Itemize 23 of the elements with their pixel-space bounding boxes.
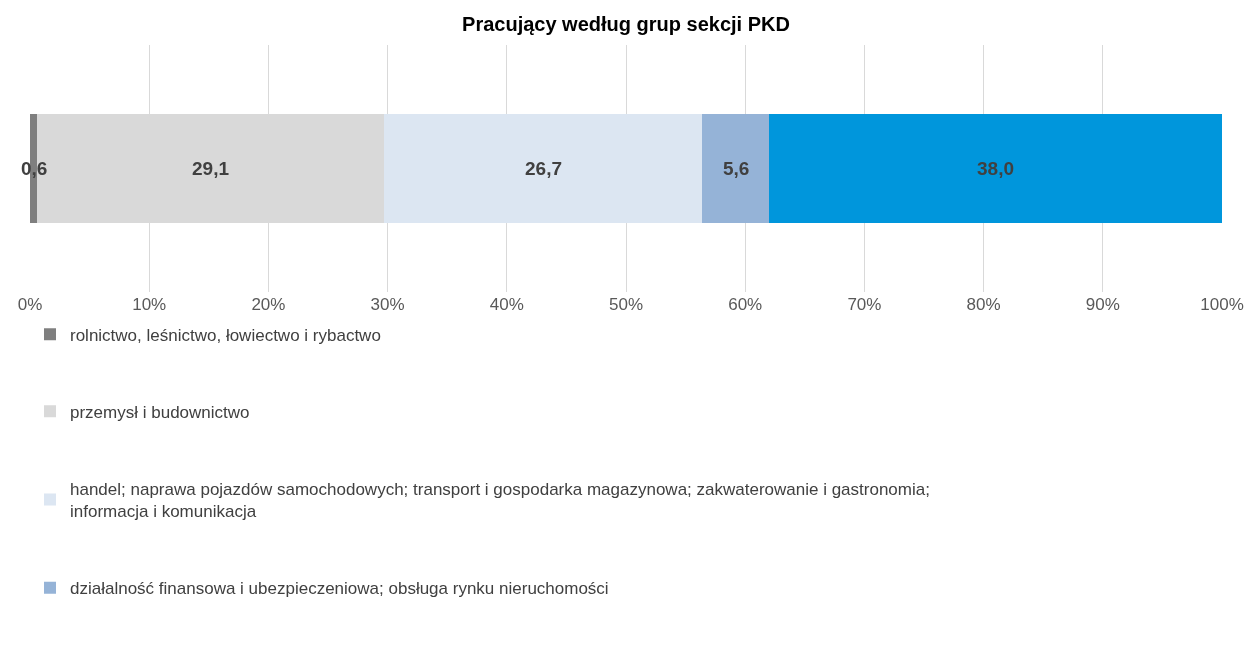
bar bbox=[384, 114, 703, 223]
x-tick-label: 100% bbox=[1200, 295, 1244, 314]
data-label: 38,0 bbox=[977, 158, 1014, 179]
bar bbox=[702, 114, 770, 223]
legend-label: przemysł i budownictwo bbox=[70, 402, 250, 422]
data-label: 29,1 bbox=[192, 158, 230, 179]
data-label: 26,7 bbox=[525, 158, 562, 179]
x-tick-label: 60% bbox=[728, 295, 763, 314]
legend-label: działalność finansowa i ubezpieczeniowa; obsługa rynku nieruchomości bbox=[70, 579, 609, 599]
x-tick-label: 0% bbox=[17, 295, 43, 314]
x-tick-label: 40% bbox=[489, 295, 524, 314]
x-tick-label: 20% bbox=[251, 295, 286, 314]
x-tick-label: 70% bbox=[847, 295, 882, 314]
x-tick-label: 30% bbox=[370, 295, 405, 314]
x-tick-label: 50% bbox=[608, 295, 644, 314]
legend-label: handel; naprawa pojazdów samochodowych; transport i gospodarka magazynowa; zakwaterowanie i gastronomia; informacja i komunikacja bbox=[70, 480, 930, 522]
x-tick-label: 80% bbox=[966, 295, 1001, 314]
chart-title: Pracujący według grup sekcji PKD bbox=[462, 12, 790, 35]
x-tick-label: 90% bbox=[1085, 295, 1120, 314]
x-tick-label: 10% bbox=[132, 295, 167, 314]
data-label: 5,6 bbox=[723, 158, 750, 179]
legend-label: rolnictwo, leśnictwo, łowiectwo i rybactwo bbox=[70, 325, 381, 345]
bar bbox=[769, 114, 1222, 223]
